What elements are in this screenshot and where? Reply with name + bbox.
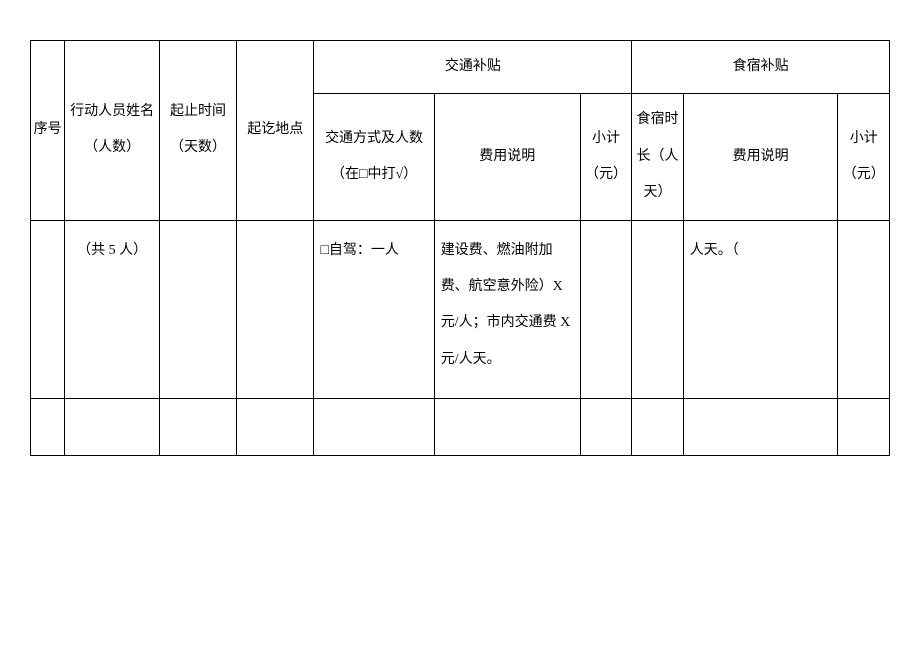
empty-cell [683, 399, 838, 456]
cell-transport-method: □自驾：一人 [314, 220, 434, 399]
header-accom-subtotal: 小计（元） [838, 94, 890, 220]
cell-seq [31, 220, 65, 399]
empty-cell [65, 399, 159, 456]
table-body: （共 5 人） □自驾：一人 建设费、燃油附加费、航空意外险）X 元/人；市内交… [31, 220, 890, 456]
cell-location [237, 220, 314, 399]
header-accommodation-group: 食宿补贴 [632, 41, 890, 94]
header-transport-method: 交通方式及人数（在□中打√） [314, 94, 434, 220]
empty-cell [838, 399, 890, 456]
table-header: 序号 行动人员姓名（人数） 起止时间（天数） 起讫地点 交通补贴 食宿补贴 交通… [31, 41, 890, 221]
header-accom-duration: 食宿时长（人天） [632, 94, 684, 220]
table-row: （共 5 人） □自驾：一人 建设费、燃油附加费、航空意外险）X 元/人；市内交… [31, 220, 890, 399]
cell-accom-subtotal [838, 220, 890, 399]
header-location: 起讫地点 [237, 41, 314, 221]
header-transport-subtotal: 小计（元） [580, 94, 632, 220]
header-accom-desc: 费用说明 [683, 94, 838, 220]
cell-duration [159, 220, 236, 399]
empty-cell [434, 399, 580, 456]
allowance-table: 序号 行动人员姓名（人数） 起止时间（天数） 起讫地点 交通补贴 食宿补贴 交通… [30, 40, 890, 456]
header-personnel: 行动人员姓名（人数） [65, 41, 159, 221]
empty-cell [632, 399, 684, 456]
empty-cell [159, 399, 236, 456]
header-transport-group: 交通补贴 [314, 41, 632, 94]
empty-cell [31, 399, 65, 456]
cell-transport-desc: 建设费、燃油附加费、航空意外险）X 元/人；市内交通费 X 元/人天。 [434, 220, 580, 399]
empty-cell [314, 399, 434, 456]
cell-transport-subtotal [580, 220, 632, 399]
header-duration: 起止时间（天数） [159, 41, 236, 221]
cell-accom-duration [632, 220, 684, 399]
cell-accom-desc: 人天。（ [683, 220, 838, 399]
header-transport-desc: 费用说明 [434, 94, 580, 220]
table-row-empty [31, 399, 890, 456]
empty-cell [580, 399, 632, 456]
empty-cell [237, 399, 314, 456]
header-seq: 序号 [31, 41, 65, 221]
cell-personnel: （共 5 人） [65, 220, 159, 399]
